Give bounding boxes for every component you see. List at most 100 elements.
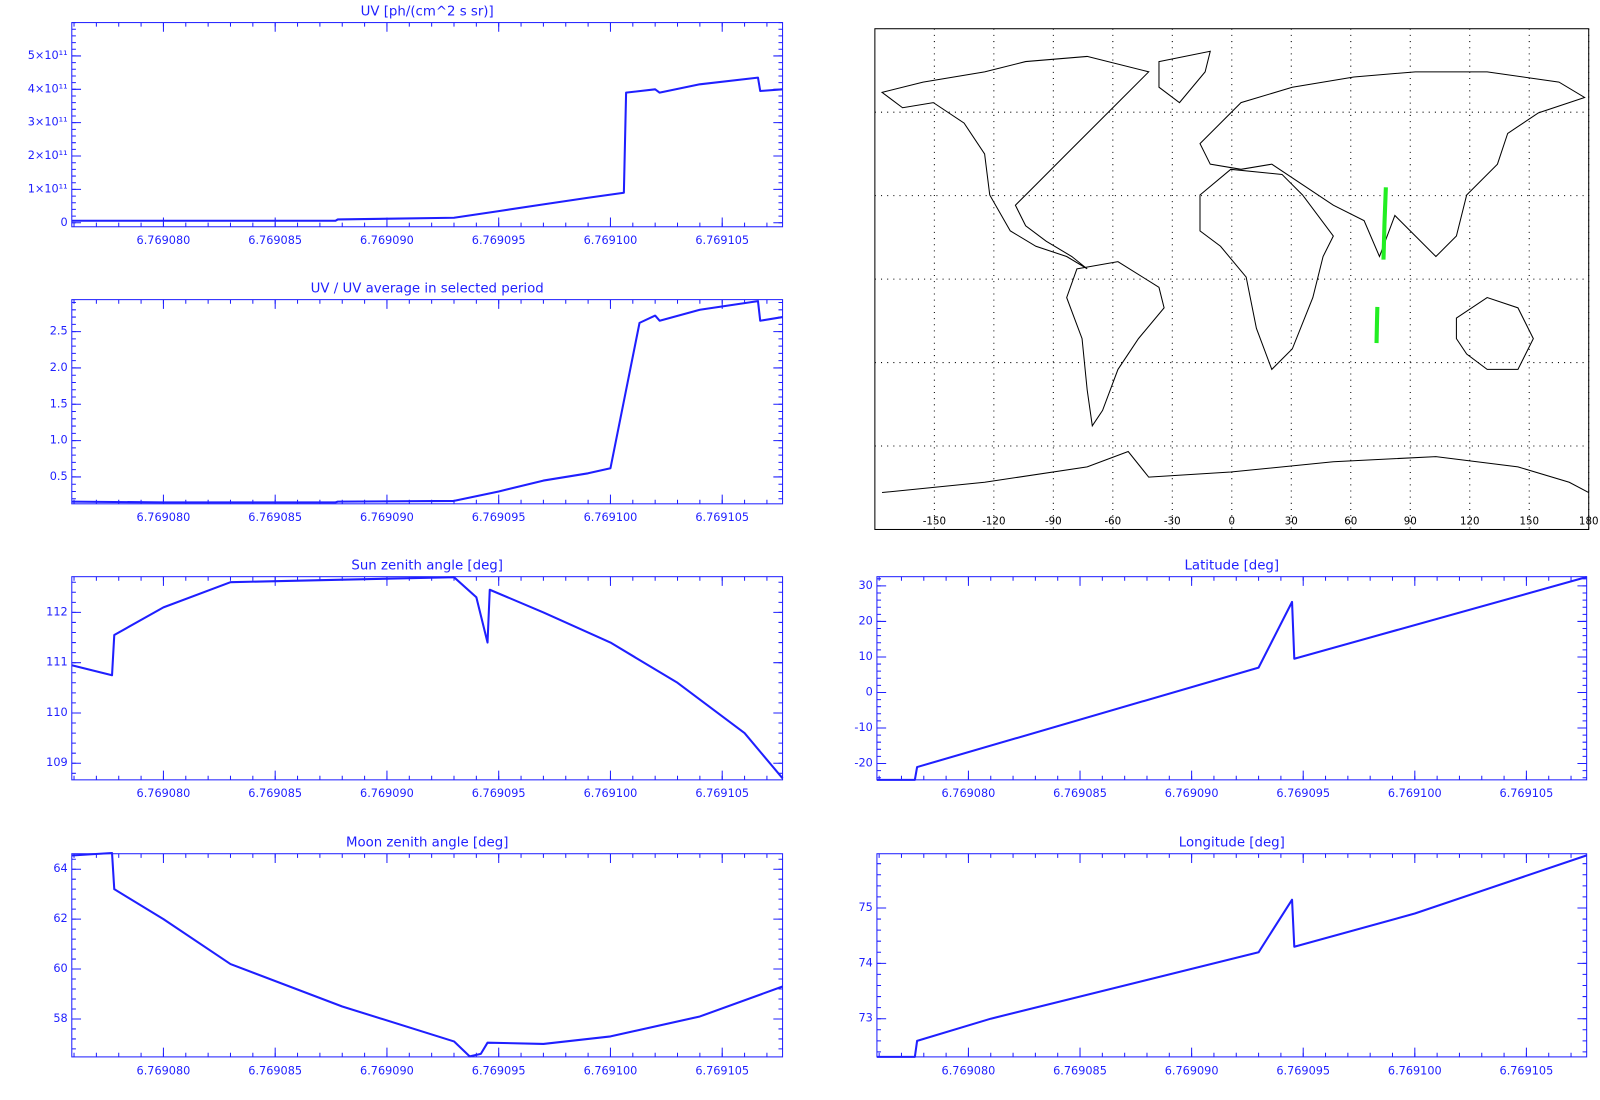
y-tick-label: 10 bbox=[858, 650, 872, 663]
data-line bbox=[71, 576, 784, 780]
y-tick-label: 0 bbox=[61, 216, 68, 229]
x-tick-label: 6.769080 bbox=[942, 1064, 996, 1077]
data-line bbox=[71, 76, 783, 222]
data-line bbox=[71, 851, 783, 1058]
coastlines bbox=[880, 50, 1589, 494]
y-tick-label: -10 bbox=[854, 721, 872, 734]
x-tick-label: 6.769085 bbox=[248, 511, 302, 524]
coastline bbox=[1199, 168, 1334, 371]
y-tick-label: 62 bbox=[53, 912, 67, 925]
data-line bbox=[1374, 187, 1388, 344]
x-tick-label: 6.769100 bbox=[584, 234, 638, 247]
x-tick-label: 6.769090 bbox=[360, 1064, 414, 1077]
x-tick-label: 6.769085 bbox=[248, 787, 302, 800]
data-line bbox=[876, 854, 1587, 1058]
chart-title: UV / UV average in selected period bbox=[311, 281, 544, 296]
x-tick-label: 0 bbox=[1229, 515, 1236, 527]
y-tick-label: 2×10¹¹ bbox=[28, 149, 68, 162]
x-tick-label: -60 bbox=[1104, 515, 1121, 527]
x-tick-label: -30 bbox=[1164, 515, 1181, 527]
y-tick-label: 0.5 bbox=[50, 470, 68, 483]
x-tick-label: 60 bbox=[1344, 515, 1357, 527]
y-tick-label: 73 bbox=[858, 1012, 872, 1025]
x-tick-label: -150 bbox=[923, 515, 946, 527]
x-tick-label: 6.769085 bbox=[1053, 1064, 1107, 1077]
x-tick-label: 180 bbox=[1579, 515, 1599, 527]
y-tick-label: 4×10¹¹ bbox=[28, 82, 68, 95]
y-tick-label: 1.5 bbox=[50, 397, 68, 410]
x-tick-label: -90 bbox=[1045, 515, 1062, 527]
x-tick-label: 6.769090 bbox=[360, 787, 414, 800]
x-tick-label: 6.769100 bbox=[584, 511, 638, 524]
y-tick-label: 1.0 bbox=[50, 434, 68, 447]
y-tick-label: 74 bbox=[858, 956, 872, 969]
chart-title: Longitude [deg] bbox=[1179, 835, 1285, 850]
x-tick-label: 6.769090 bbox=[360, 511, 414, 524]
x-tick-label: 6.769095 bbox=[472, 1064, 526, 1077]
coastline bbox=[1158, 50, 1211, 104]
x-tick-label: 6.769105 bbox=[1500, 787, 1554, 800]
x-tick-label: 6.769080 bbox=[137, 511, 191, 524]
x-tick-label: 6.769085 bbox=[248, 1064, 302, 1077]
y-tick-label: 58 bbox=[53, 1012, 67, 1025]
y-tick-label: 111 bbox=[46, 656, 68, 669]
x-tick-label: 6.769100 bbox=[1388, 787, 1442, 800]
y-tick-label: 64 bbox=[53, 862, 67, 875]
y-tick-label: 109 bbox=[46, 756, 68, 769]
x-tick-label: 6.769095 bbox=[1276, 787, 1330, 800]
plot-frame bbox=[71, 853, 784, 1058]
x-tick-label: 6.769105 bbox=[695, 787, 749, 800]
plot-frame bbox=[71, 576, 784, 781]
y-tick-label: 75 bbox=[858, 901, 872, 914]
plot-frame bbox=[71, 299, 784, 505]
x-tick-label: 30 bbox=[1285, 515, 1298, 527]
x-tick-label: 90 bbox=[1404, 515, 1417, 527]
y-tick-label: 3×10¹¹ bbox=[28, 116, 68, 129]
chart-title: Sun zenith angle [deg] bbox=[351, 558, 503, 573]
y-tick-label: 2.5 bbox=[50, 325, 68, 338]
plot-frame bbox=[876, 853, 1588, 1058]
chart-title: UV [ph/(cm^2 s sr)] bbox=[361, 4, 494, 19]
x-tick-label: 6.769090 bbox=[360, 234, 414, 247]
x-tick-label: 6.769095 bbox=[472, 787, 526, 800]
coastline bbox=[880, 55, 1150, 270]
y-tick-label: 30 bbox=[858, 579, 872, 592]
data-line bbox=[876, 576, 1587, 781]
y-tick-label: 60 bbox=[53, 962, 67, 975]
x-tick-label: 6.769085 bbox=[248, 234, 302, 247]
x-tick-label: 6.769105 bbox=[695, 234, 749, 247]
x-tick-label: 6.769100 bbox=[584, 1064, 638, 1077]
chart-title: Moon zenith angle [deg] bbox=[346, 835, 508, 850]
x-tick-label: 6.769105 bbox=[695, 1064, 749, 1077]
x-tick-label: 6.769090 bbox=[1165, 1064, 1219, 1077]
x-tick-label: 6.769095 bbox=[1276, 1064, 1330, 1077]
x-tick-label: 6.769100 bbox=[1388, 1064, 1442, 1077]
y-tick-label: 5×10¹¹ bbox=[28, 49, 68, 62]
y-tick-label: 20 bbox=[858, 614, 872, 627]
x-tick-label: 6.769080 bbox=[137, 787, 191, 800]
y-tick-label: 0 bbox=[866, 685, 873, 698]
x-tick-label: 6.769085 bbox=[1053, 787, 1107, 800]
x-tick-label: 6.769080 bbox=[137, 1064, 191, 1077]
data-line bbox=[71, 300, 783, 504]
y-tick-label: -20 bbox=[854, 757, 872, 770]
chart-title: Latitude [deg] bbox=[1184, 558, 1279, 573]
coastline bbox=[1199, 71, 1586, 258]
coastline bbox=[1455, 297, 1534, 370]
x-tick-label: 6.769105 bbox=[1500, 1064, 1554, 1077]
y-tick-label: 2.0 bbox=[50, 361, 68, 374]
x-tick-label: 6.769105 bbox=[695, 511, 749, 524]
x-tick-label: 6.769080 bbox=[942, 787, 996, 800]
coastline bbox=[1066, 261, 1165, 428]
x-tick-label: 150 bbox=[1519, 515, 1539, 527]
x-tick-label: 6.769095 bbox=[472, 511, 526, 524]
x-tick-label: -120 bbox=[982, 515, 1005, 527]
y-tick-label: 1×10¹¹ bbox=[28, 182, 68, 195]
x-tick-label: 120 bbox=[1460, 515, 1480, 527]
x-tick-label: 6.769090 bbox=[1165, 787, 1219, 800]
y-tick-label: 112 bbox=[46, 605, 68, 618]
coastline bbox=[882, 450, 1589, 494]
plot-frame bbox=[71, 22, 784, 228]
